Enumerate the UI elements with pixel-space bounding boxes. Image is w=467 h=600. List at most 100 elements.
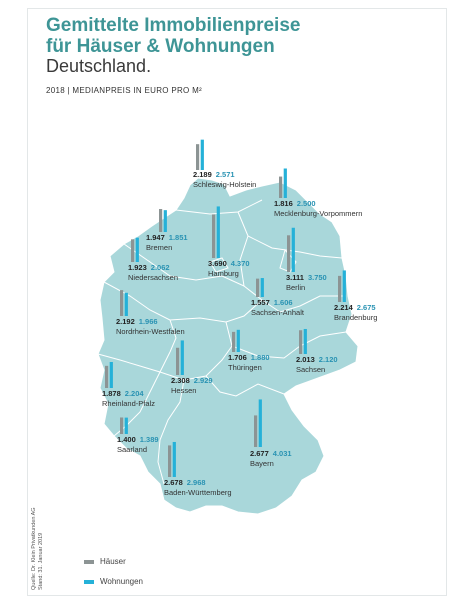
- value-haeuser-niedersachsen: 1.923: [128, 263, 147, 272]
- state-label-nordrhein-westfalen: Nordrhein-Westfalen: [116, 327, 185, 336]
- state-label-bayern: Bayern: [250, 459, 274, 468]
- value-wohnungen-thueringen: 1.880: [251, 353, 270, 362]
- bar-layer: [105, 139, 346, 477]
- value-wohnungen-sachsen-anhalt: 1.606: [274, 298, 293, 307]
- value-label-hessen: 2.308 2.929: [171, 376, 213, 385]
- state-label-niedersachsen: Niedersachsen: [128, 273, 178, 282]
- value-wohnungen-berlin: 3.750: [308, 273, 327, 282]
- bar-wohnungen-rheinland-pfalz: [109, 361, 113, 388]
- source-note: Quelle: Dr. Klein Privatkunden AG Stand:…: [31, 507, 45, 590]
- value-wohnungen-sachsen: 2.120: [319, 355, 338, 364]
- value-haeuser-schleswig-holstein: 2.189: [193, 170, 212, 179]
- value-label-baden-wuerttemberg: 2.678 2.968: [164, 478, 206, 487]
- value-label-bremen: 1.947 1.851: [146, 233, 188, 242]
- value-label-saarland: 1.400 1.389: [117, 435, 159, 444]
- value-wohnungen-baden-wuerttemberg: 2.968: [187, 478, 206, 487]
- value-haeuser-sachsen: 2.013: [296, 355, 315, 364]
- value-haeuser-mecklenburg-vorpommern: 1.816: [274, 199, 293, 208]
- value-haeuser-berlin: 3.111: [286, 273, 304, 282]
- bar-wohnungen-sachsen-anhalt: [260, 278, 264, 297]
- bar-haeuser-schleswig-holstein: [196, 144, 200, 170]
- chart-title-line1: Gemittelte Immobilienpreise: [46, 15, 301, 36]
- value-label-niedersachsen: 1.923 2.062: [128, 263, 170, 272]
- value-label-thueringen: 1.706 1.880: [228, 353, 270, 362]
- value-wohnungen-schleswig-holstein: 2.571: [216, 170, 235, 179]
- chart-subtitle: Deutschland.: [46, 56, 152, 76]
- source-line-2: Stand: 31. Januar 2019: [38, 532, 44, 590]
- legend-swatch-haeuser: [84, 559, 94, 564]
- state-label-layer: Schleswig-Holstein Mecklenburg-Vorpommern…: [102, 180, 377, 497]
- germany-map: [97, 177, 359, 515]
- value-wohnungen-rheinland-pfalz: 2.204: [125, 389, 145, 398]
- value-label-hamburg: 3.690 4.370: [208, 259, 250, 268]
- value-haeuser-brandenburg: 2.214: [334, 303, 354, 312]
- legend-item-wohnungen: Wohnungen: [84, 577, 143, 586]
- value-haeuser-baden-wuerttemberg: 2.678: [164, 478, 183, 487]
- bar-haeuser-thueringen: [232, 331, 236, 352]
- value-haeuser-nordrhein-westfalen: 2.192: [116, 317, 135, 326]
- state-label-bremen: Bremen: [146, 243, 172, 252]
- state-label-schleswig-holstein: Schleswig-Holstein: [193, 180, 256, 189]
- bar-wohnungen-hamburg: [216, 206, 220, 258]
- value-haeuser-bayern: 2.677: [250, 449, 269, 458]
- legend-label-wohnungen: Wohnungen: [100, 577, 143, 586]
- bar-haeuser-bayern: [254, 415, 258, 447]
- state-label-rheinland-pfalz: Rheinland-Pfalz: [102, 399, 155, 408]
- state-label-saarland: Saarland: [117, 445, 147, 454]
- bar-haeuser-berlin: [287, 235, 291, 272]
- bar-wohnungen-baden-wuerttemberg: [172, 441, 176, 477]
- bar-wohnungen-schleswig-holstein: [200, 139, 204, 170]
- bar-haeuser-hamburg: [212, 214, 216, 258]
- bar-wohnungen-bayern: [258, 399, 262, 447]
- bar-haeuser-rheinland-pfalz: [105, 365, 109, 388]
- value-wohnungen-hamburg: 4.370: [231, 259, 250, 268]
- state-label-hamburg: Hamburg: [208, 269, 239, 278]
- value-label-mecklenburg-vorpommern: 1.816 2.500: [274, 199, 316, 208]
- legend-item-haeuser: Häuser: [84, 557, 126, 566]
- state-label-baden-wuerttemberg: Baden-Württemberg: [164, 488, 232, 497]
- value-wohnungen-saarland: 1.389: [140, 435, 159, 444]
- value-wohnungen-hessen: 2.929: [194, 376, 213, 385]
- value-haeuser-hessen: 2.308: [171, 376, 190, 385]
- chart-title-line2: für Häuser & Wohnungen: [46, 36, 275, 57]
- value-label-bayern: 2.677 4.031: [250, 449, 292, 458]
- value-wohnungen-bremen: 1.851: [169, 233, 188, 242]
- value-label-sachsen-anhalt: 1.557 1.606: [251, 298, 293, 307]
- bar-haeuser-hessen: [176, 347, 180, 375]
- value-label-schleswig-holstein: 2.189 2.571: [193, 170, 235, 179]
- value-wohnungen-niedersachsen: 2.062: [151, 263, 170, 272]
- value-haeuser-bremen: 1.947: [146, 233, 165, 242]
- value-haeuser-saarland: 1.400: [117, 435, 136, 444]
- legend-label-haeuser: Häuser: [100, 557, 126, 566]
- state-label-sachsen: Sachsen: [296, 365, 325, 374]
- state-label-hessen: Hessen: [171, 386, 196, 395]
- bar-wohnungen-saarland: [124, 417, 128, 434]
- state-label-berlin: Berlin: [286, 283, 305, 292]
- bar-wohnungen-brandenburg: [342, 270, 346, 302]
- value-label-brandenburg: 2.214 2.675: [334, 303, 376, 312]
- bar-wohnungen-thueringen: [236, 329, 240, 352]
- bar-wohnungen-niedersachsen: [135, 237, 139, 262]
- bar-wohnungen-berlin: [291, 227, 295, 272]
- value-haeuser-sachsen-anhalt: 1.557: [251, 298, 270, 307]
- bar-haeuser-sachsen-anhalt: [256, 278, 260, 297]
- legend-swatch-wohnungen: [84, 579, 94, 584]
- state-label-sachsen-anhalt: Sachsen-Anhalt: [251, 308, 305, 317]
- chart-caption: 2018 | MEDIANPREIS IN EURO PRO M²: [46, 86, 203, 95]
- bar-wohnungen-sachsen: [303, 328, 307, 354]
- bar-haeuser-niedersachsen: [131, 239, 135, 262]
- value-haeuser-rheinland-pfalz: 1.878: [102, 389, 121, 398]
- germany-outline: [97, 177, 359, 515]
- value-haeuser-hamburg: 3.690: [208, 259, 227, 268]
- bar-haeuser-mecklenburg-vorpommern: [279, 176, 283, 198]
- bar-wohnungen-hessen: [180, 340, 184, 375]
- bar-haeuser-baden-wuerttemberg: [168, 445, 172, 477]
- value-label-berlin: 3.111 3.750: [286, 273, 327, 282]
- bar-haeuser-saarland: [120, 417, 124, 434]
- value-wohnungen-mecklenburg-vorpommern: 2.500: [297, 199, 316, 208]
- value-label-nordrhein-westfalen: 2.192 1.966: [116, 317, 158, 326]
- value-wohnungen-bayern: 4.031: [273, 449, 292, 458]
- state-label-thueringen: Thüringen: [228, 363, 262, 372]
- value-label-sachsen: 2.013 2.120: [296, 355, 338, 364]
